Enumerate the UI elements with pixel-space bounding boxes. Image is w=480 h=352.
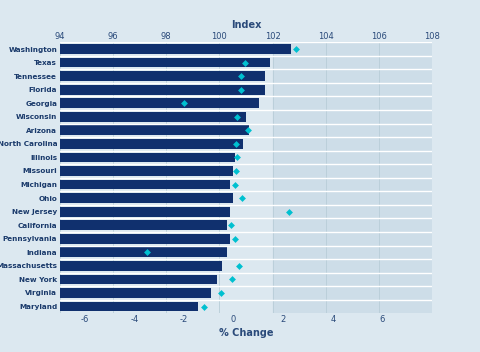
Bar — [60, 112, 246, 122]
Bar — [60, 261, 222, 271]
Bar — [273, 42, 432, 313]
X-axis label: % Change: % Change — [219, 328, 273, 338]
Bar — [60, 247, 228, 257]
Bar — [60, 58, 270, 68]
Bar — [60, 125, 249, 135]
Bar — [60, 71, 264, 81]
Bar — [60, 139, 243, 149]
Bar — [60, 234, 230, 244]
Bar — [60, 44, 291, 54]
Bar — [60, 180, 230, 189]
Bar — [60, 166, 233, 176]
Bar — [60, 288, 212, 298]
Bar — [60, 220, 228, 230]
Bar — [60, 302, 198, 312]
Bar — [60, 85, 264, 95]
Bar — [60, 275, 217, 284]
Bar — [60, 207, 230, 216]
Bar — [60, 152, 235, 162]
Bar — [60, 98, 259, 108]
Bar — [60, 193, 233, 203]
X-axis label: Index: Index — [231, 20, 261, 30]
